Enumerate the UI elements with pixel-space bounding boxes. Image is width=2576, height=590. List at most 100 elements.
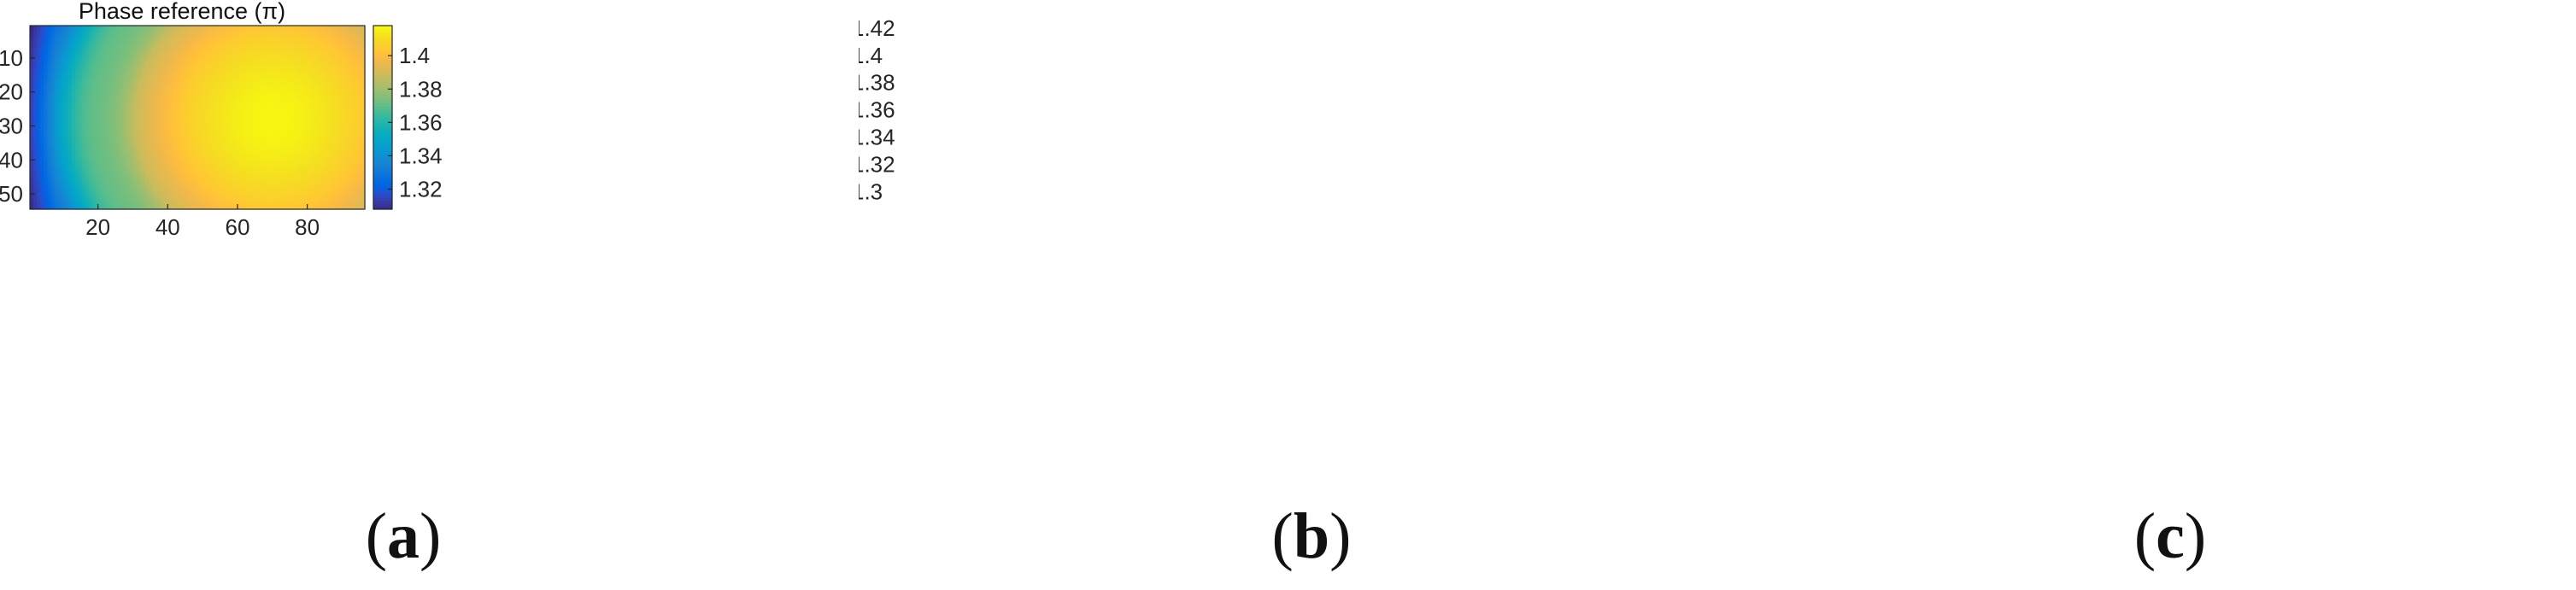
heatmap-cell xyxy=(214,66,220,71)
heatmap-cell xyxy=(40,59,44,64)
heatmap-cell xyxy=(159,124,163,129)
heatmap-cell xyxy=(75,137,79,142)
heatmap-cell xyxy=(273,168,279,172)
heatmap-cell xyxy=(138,86,143,91)
heatmap-cell xyxy=(169,151,174,155)
heatmap-cell xyxy=(295,110,300,115)
heatmap-cell xyxy=(319,114,324,119)
heatmap-cell xyxy=(343,151,349,155)
heatmap-cell xyxy=(176,28,181,33)
heatmap-cell xyxy=(225,96,230,102)
heatmap-cell xyxy=(79,45,83,50)
heatmap-cell xyxy=(357,196,362,200)
heatmap-cell xyxy=(319,26,324,30)
heatmap-cell xyxy=(243,32,247,37)
heatmap-cell xyxy=(179,134,185,138)
heatmap-cell xyxy=(340,131,345,136)
heatmap-cell xyxy=(246,93,250,98)
heatmap-cell xyxy=(197,62,202,67)
heatmap-cell xyxy=(183,141,188,145)
heatmap-cell xyxy=(253,26,258,30)
heatmap-cell xyxy=(243,38,247,44)
heatmap-cell xyxy=(75,83,79,88)
heatmap-cell xyxy=(176,38,181,44)
heatmap-cell xyxy=(243,196,247,200)
heatmap-cell xyxy=(270,79,275,85)
heatmap-cell xyxy=(312,32,317,37)
heatmap-cell xyxy=(256,141,261,145)
heatmap-cell xyxy=(326,114,331,119)
heatmap-cell xyxy=(243,151,247,155)
heatmap-cell xyxy=(281,192,285,196)
heatmap-cell xyxy=(260,103,265,108)
heatmap-cell xyxy=(204,45,208,50)
heatmap-cell xyxy=(288,137,292,142)
heatmap-cell xyxy=(243,26,247,30)
heatmap-cell xyxy=(75,189,79,193)
heatmap-cell xyxy=(37,83,41,88)
heatmap-cell xyxy=(75,55,79,61)
heatmap-cell xyxy=(323,32,327,37)
heatmap-cell xyxy=(347,172,352,176)
heatmap-cell xyxy=(270,127,275,132)
heatmap-cell xyxy=(40,76,44,81)
heatmap-cell xyxy=(64,155,69,159)
heatmap-cell xyxy=(103,114,108,119)
heatmap-cell xyxy=(30,49,34,54)
heatmap-cell xyxy=(106,110,111,115)
heatmap-cell xyxy=(173,185,178,190)
heatmap-cell xyxy=(82,161,86,166)
heatmap-cell xyxy=(131,124,136,129)
heatmap-cell xyxy=(337,96,342,102)
heatmap-cell xyxy=(72,103,76,108)
heatmap-cell xyxy=(176,172,181,176)
heatmap-cell xyxy=(361,45,366,50)
heatmap-cell xyxy=(114,103,118,108)
heatmap-cell xyxy=(141,144,146,149)
heatmap-cell xyxy=(85,185,91,190)
heatmap-cell xyxy=(243,192,247,196)
heatmap-cell xyxy=(197,172,202,176)
heatmap-cell xyxy=(337,131,342,136)
heatmap-cell xyxy=(295,148,300,152)
heatmap-cell xyxy=(103,76,108,81)
heatmap-cell xyxy=(315,151,320,155)
heatmap-cell xyxy=(37,185,41,190)
heatmap-cell xyxy=(47,178,52,183)
heatmap-cell xyxy=(99,144,104,149)
heatmap-cell xyxy=(114,175,118,179)
heatmap-cell xyxy=(343,137,349,142)
heatmap-cell xyxy=(151,165,156,169)
heatmap-cell xyxy=(315,55,320,61)
heatmap-cell xyxy=(333,134,337,138)
heatmap-cell xyxy=(232,192,237,196)
heatmap-cell xyxy=(114,52,118,57)
heatmap-cell xyxy=(127,192,132,196)
heatmap-cell xyxy=(298,134,303,138)
heatmap-cell xyxy=(228,144,233,149)
heatmap-cell xyxy=(173,127,178,132)
heatmap-cell xyxy=(347,148,352,152)
heatmap-cell xyxy=(151,76,156,81)
heatmap-cell xyxy=(302,28,307,33)
heatmap-cell xyxy=(315,196,320,200)
heatmap-cell xyxy=(298,107,303,112)
heatmap-cell xyxy=(361,49,366,54)
heatmap-cell xyxy=(305,107,310,112)
heatmap-cell xyxy=(285,32,289,37)
heatmap-cell xyxy=(312,52,317,57)
heatmap-cell xyxy=(208,45,212,50)
heatmap-cell xyxy=(117,103,121,108)
heatmap-cell xyxy=(235,120,240,126)
heatmap-cell xyxy=(197,148,202,152)
heatmap-cell xyxy=(134,196,139,200)
heatmap-cell xyxy=(350,148,355,152)
heatmap-cell xyxy=(162,172,167,176)
heatmap-cell xyxy=(277,83,282,88)
heatmap-cell xyxy=(92,196,97,200)
heatmap-cell xyxy=(263,90,268,95)
heatmap-cell xyxy=(315,96,320,102)
heatmap-cell xyxy=(343,86,349,91)
heatmap-cell xyxy=(82,199,86,203)
heatmap-cell xyxy=(134,141,139,145)
